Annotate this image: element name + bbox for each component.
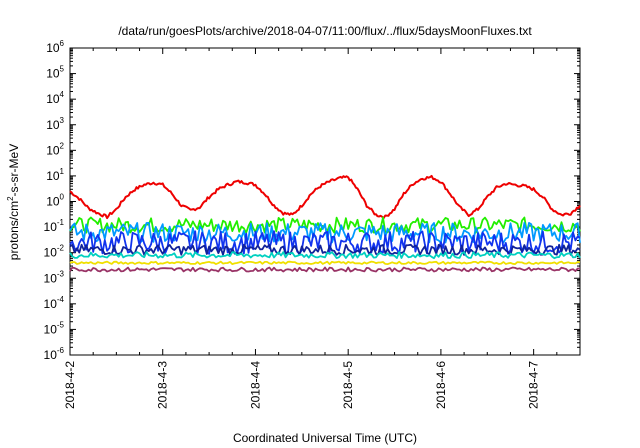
x-axis-ticks: 2018-4-2 2018-4-3 2018-4-4 2018-4-5 2018-4-6…	[63, 48, 558, 409]
y-tick-exponent: 3	[60, 116, 65, 125]
y-tick-base: 10	[44, 322, 58, 336]
plot-frame	[69, 47, 581, 356]
series-line-7	[69, 266, 581, 273]
series-line-6	[69, 260, 581, 265]
y-tick-label: 103	[46, 116, 64, 132]
y-tick-label: 101	[46, 167, 64, 183]
y-tick-base: 10	[46, 41, 60, 55]
y-tick-exponent: 0	[60, 193, 65, 202]
y-tick-label: 105	[46, 65, 64, 81]
y-tick-exponent: 5	[60, 65, 65, 74]
y-tick-exponent: -6	[57, 346, 65, 355]
x-tick-label: 2018-4-2	[63, 361, 77, 409]
y-tick-base: 10	[44, 348, 58, 362]
x-tick-label: 2018-4-6	[434, 361, 448, 409]
series-lines	[69, 174, 581, 273]
y-tick-label: 102	[46, 141, 64, 157]
x-tick-label: 2018-4-4	[248, 361, 262, 409]
x-tick-label: 2018-4-3	[156, 361, 170, 409]
y-tick-base: 10	[46, 195, 60, 209]
chart-title: /data/run/goesPlots/archive/2018-04-07/1…	[118, 24, 532, 38]
y-tick-label: 104	[46, 90, 64, 106]
x-axis-label: Coordinated Universal Time (UTC)	[233, 431, 417, 445]
y-tick-exponent: -3	[57, 269, 65, 278]
y-tick-label: 10-1	[44, 218, 65, 234]
series-line-3	[69, 230, 581, 255]
y-axis-ticks: 10-610-510-410-310-210-11001011021031041…	[44, 39, 580, 362]
series-line-5	[69, 251, 581, 260]
y-axis-label-base: protons/cm	[7, 201, 21, 260]
y-tick-base: 10	[46, 169, 60, 183]
y-tick-label: 10-3	[44, 269, 65, 285]
y-tick-exponent: 1	[60, 167, 65, 176]
y-tick-base: 10	[44, 220, 58, 234]
x-tick-label: 2018-4-7	[527, 361, 541, 409]
y-tick-label: 10-2	[44, 244, 65, 260]
y-tick-base: 10	[46, 143, 60, 157]
y-tick-exponent: 6	[60, 39, 65, 48]
y-tick-label: 10-5	[44, 320, 65, 336]
y-tick-exponent: -2	[57, 244, 65, 253]
y-tick-base: 10	[44, 246, 58, 260]
x-tick-label: 2018-4-5	[341, 361, 355, 409]
y-tick-exponent: -5	[57, 320, 65, 329]
y-tick-exponent: -1	[57, 218, 65, 227]
y-tick-label: 10-4	[44, 295, 65, 311]
y-axis-label-sup: 2	[6, 196, 15, 201]
y-axis-label-rest: -s-sr-MeV	[7, 144, 21, 197]
y-tick-base: 10	[44, 297, 58, 311]
y-tick-base: 10	[46, 67, 60, 81]
y-tick-exponent: 4	[60, 90, 65, 99]
y-tick-exponent: 2	[60, 141, 65, 150]
y-tick-exponent: -4	[57, 295, 65, 304]
y-tick-label: 106	[46, 39, 64, 55]
series-line-0	[69, 174, 581, 220]
y-tick-base: 10	[46, 92, 60, 106]
y-tick-base: 10	[46, 118, 60, 132]
y-tick-label: 10-6	[44, 346, 65, 362]
y-tick-base: 10	[44, 271, 58, 285]
y-tick-label: 100	[46, 193, 64, 209]
y-axis-label: protons/cm2-s-sr-MeV	[6, 144, 21, 260]
series-line-4	[69, 243, 581, 256]
